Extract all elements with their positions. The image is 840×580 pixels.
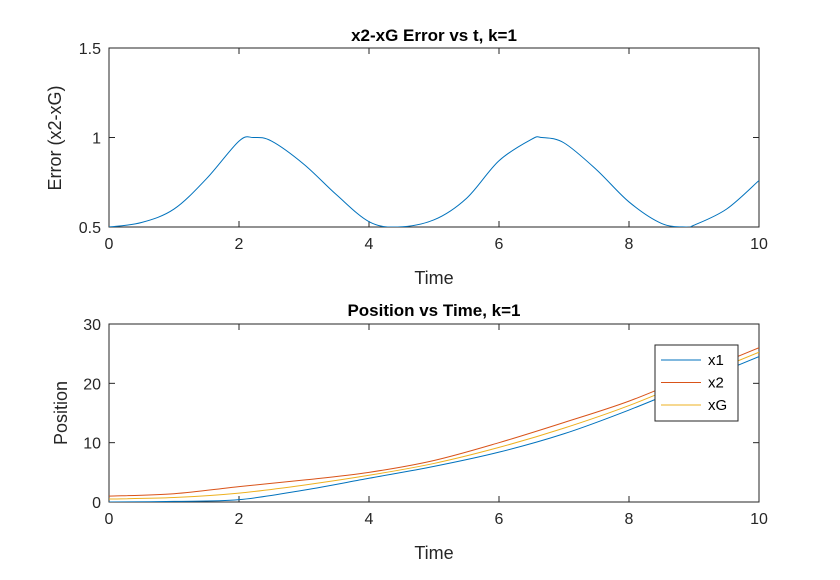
xlabel-position: Time	[414, 543, 453, 563]
legend: x1 x2 xG	[654, 344, 739, 422]
x-tick-label: 2	[235, 511, 244, 528]
series-line-x1	[109, 356, 759, 502]
x-tick-label: 0	[105, 511, 114, 528]
y-tick-label: 10	[83, 436, 101, 453]
x-tick-label: 10	[750, 511, 768, 528]
plot-area	[108, 323, 760, 503]
ylabel-error: Error (x2-xG)	[45, 86, 65, 191]
y-tick-label: 1	[92, 131, 101, 148]
x-tick-label: 6	[495, 236, 504, 253]
x-tick-label: 6	[495, 511, 504, 528]
y-tick-label: 0	[92, 495, 101, 512]
legend-label-x2: x2	[708, 375, 724, 392]
x-tick-label: 8	[625, 236, 634, 253]
legend-label-xG: xG	[708, 397, 727, 414]
series-line	[109, 136, 759, 227]
title-position: Position vs Time, k=1	[347, 301, 520, 320]
xlabel-error: Time	[414, 268, 453, 288]
y-tick-label: 1.5	[79, 41, 101, 58]
x-tick-label: 8	[625, 511, 634, 528]
series-line-x2	[109, 347, 759, 497]
axes-position: Position vs Time, k=1 Time Position 0 2 4 6…	[51, 301, 768, 563]
y-tick-label: 30	[83, 317, 101, 334]
axes-error: x2-xG Error vs t, k=1 Time Error (x2-xG)…	[45, 26, 768, 288]
x-tick-label: 0	[105, 236, 114, 253]
x-tick-label: 2	[235, 236, 244, 253]
y-tick-label: 20	[83, 376, 101, 393]
x-tick-label: 4	[365, 236, 374, 253]
ylabel-position: Position	[51, 381, 71, 445]
title-error: x2-xG Error vs t, k=1	[351, 26, 517, 45]
y-tick-label: 0.5	[79, 220, 101, 237]
x-tick-label: 10	[750, 236, 768, 253]
x-tick-label: 4	[365, 511, 374, 528]
plot-area	[108, 47, 760, 228]
legend-label-x1: x1	[708, 352, 724, 369]
series-line-xG	[109, 351, 759, 500]
